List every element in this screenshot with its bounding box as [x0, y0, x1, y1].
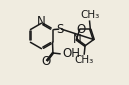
Text: S: S — [56, 23, 64, 36]
Text: CH₃: CH₃ — [80, 10, 99, 20]
Text: N: N — [37, 15, 46, 28]
Text: OH: OH — [62, 47, 80, 60]
Text: N: N — [73, 33, 82, 46]
Text: O: O — [76, 23, 85, 36]
Text: CH₃: CH₃ — [75, 55, 94, 65]
Text: O: O — [42, 55, 51, 68]
